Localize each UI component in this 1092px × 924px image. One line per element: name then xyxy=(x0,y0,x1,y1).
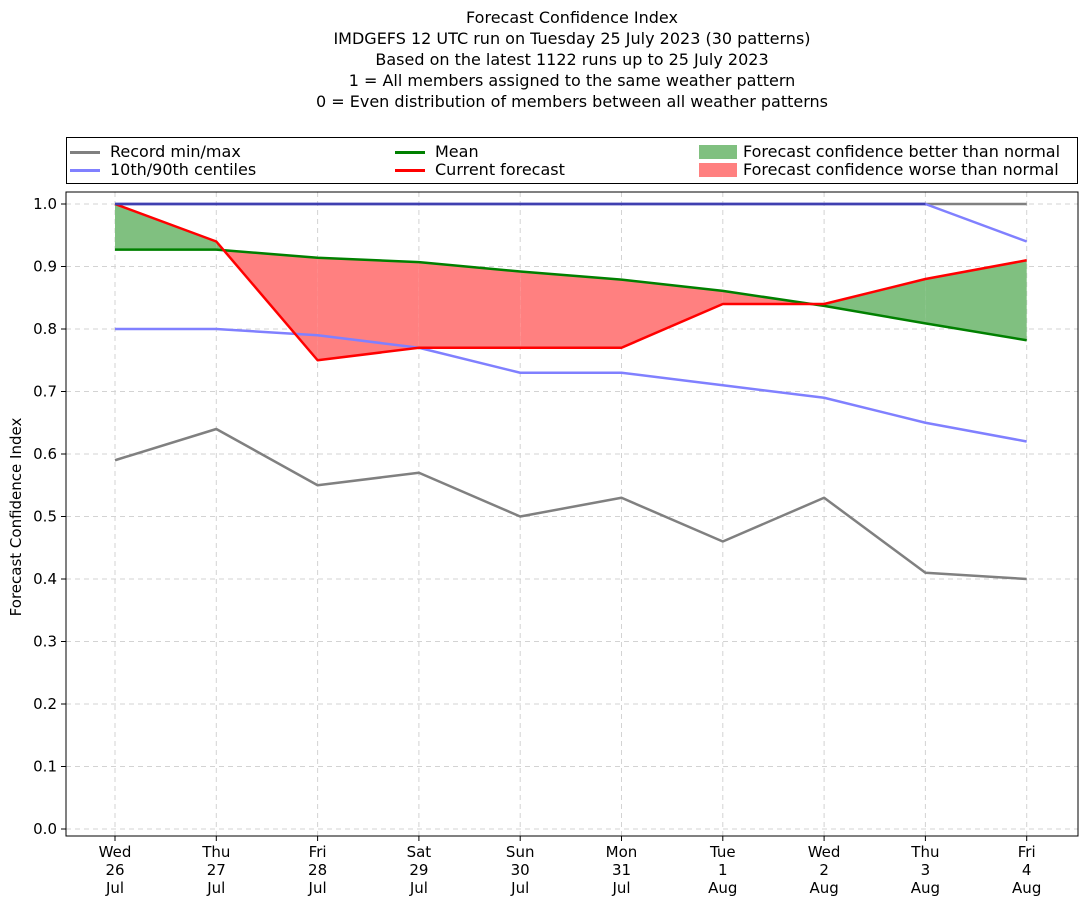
legend-swatch-mean xyxy=(395,151,425,154)
chart-subtitle: 0 = Even distribution of members between… xyxy=(315,92,829,111)
legend-swatch-worse xyxy=(699,163,737,177)
fill-better-than-normal xyxy=(824,279,926,324)
legend-label-worse: Forecast confidence worse than normal xyxy=(743,160,1059,179)
y-tick-label: 1.0 xyxy=(33,195,57,213)
series-line-centile-10 xyxy=(115,327,1027,443)
x-tick-label: Sat xyxy=(407,843,432,861)
series-line-record-min xyxy=(114,427,1027,581)
x-tick-label: 1 xyxy=(718,861,728,879)
y-axis-label: Forecast Confidence Index xyxy=(7,418,25,617)
fill-worse-than-normal xyxy=(418,262,521,348)
y-tick-label: 0.5 xyxy=(33,508,57,526)
x-tick-label: Mon xyxy=(606,843,638,861)
legend-label-better: Forecast confidence better than normal xyxy=(743,142,1061,161)
fill-areas xyxy=(115,204,1027,361)
x-tick-label: 29 xyxy=(409,861,428,879)
series-line-centile-90 xyxy=(115,202,1028,243)
x-axis-ticks: Wed26JulThu27JulFri28JulSat29JulSun30Jul… xyxy=(99,836,1041,897)
legend-label-centiles: 10th/90th centiles xyxy=(110,160,257,179)
x-tick-label: 4 xyxy=(1022,861,1032,879)
x-tick-label: Aug xyxy=(809,879,838,897)
x-tick-label: Jul xyxy=(409,879,428,897)
fill-worse-than-normal xyxy=(317,257,419,361)
y-tick-label: 0.0 xyxy=(33,820,57,838)
x-tick-label: 27 xyxy=(207,861,226,879)
series-line-mean xyxy=(115,248,1027,342)
x-tick-label: Jul xyxy=(105,879,124,897)
x-tick-label: 31 xyxy=(612,861,631,879)
series-lines xyxy=(114,202,1028,581)
chart-subtitle: Based on the latest 1122 runs up to 25 J… xyxy=(375,50,769,69)
legend-swatch-centiles xyxy=(70,169,100,172)
x-tick-label: Thu xyxy=(910,843,939,861)
x-tick-label: 30 xyxy=(511,861,530,879)
x-tick-label: 28 xyxy=(308,861,327,879)
x-tick-label: Aug xyxy=(911,879,940,897)
y-tick-label: 0.2 xyxy=(33,695,57,713)
legend-label-mean: Mean xyxy=(435,142,479,161)
y-tick-label: 0.3 xyxy=(33,633,57,651)
series-line-current xyxy=(114,202,1027,362)
x-tick-label: Sun xyxy=(506,843,535,861)
x-tick-label: 26 xyxy=(105,861,124,879)
legend-label-current: Current forecast xyxy=(435,160,565,179)
chart-title: Forecast Confidence Index xyxy=(466,8,678,27)
chart-subtitle: IMDGEFS 12 UTC run on Tuesday 25 July 20… xyxy=(333,29,811,48)
legend-swatch-better xyxy=(699,145,737,159)
x-tick-label: Jul xyxy=(308,879,327,897)
x-tick-label: Thu xyxy=(201,843,230,861)
y-tick-label: 0.8 xyxy=(33,320,57,338)
x-tick-label: Jul xyxy=(206,879,225,897)
y-tick-label: 0.9 xyxy=(33,258,57,276)
fill-better-than-normal xyxy=(115,204,217,250)
y-tick-label: 0.6 xyxy=(33,445,57,463)
x-tick-label: Wed xyxy=(808,843,841,861)
legend-swatch-current xyxy=(395,169,425,172)
x-tick-label: Aug xyxy=(1012,879,1041,897)
fill-worse-than-normal xyxy=(223,250,318,361)
legend-label-record: Record min/max xyxy=(110,142,241,161)
y-tick-label: 0.4 xyxy=(33,570,57,588)
fill-worse-than-normal xyxy=(621,279,723,348)
x-tick-label: 2 xyxy=(819,861,829,879)
axes-frame xyxy=(65,191,1079,837)
y-tick-label: 0.7 xyxy=(33,383,57,401)
legend-swatch-record xyxy=(70,151,100,154)
x-tick-label: Aug xyxy=(708,879,737,897)
x-tick-label: 3 xyxy=(921,861,931,879)
legend: Record min/max 10th/90th centiles Mean C… xyxy=(66,137,1078,184)
x-tick-label: Tue xyxy=(709,843,736,861)
x-tick-label: Jul xyxy=(510,879,529,897)
fill-better-than-normal xyxy=(925,260,1027,341)
x-tick-label: Fri xyxy=(1018,843,1036,861)
x-tick-label: Wed xyxy=(99,843,132,861)
chart-subtitle: 1 = All members assigned to the same wea… xyxy=(348,71,796,90)
x-tick-label: Fri xyxy=(309,843,327,861)
y-axis-ticks: 0.0 0.1 0.2 0.3 0.4 0.5 0.6 0.7 0.8 0.9 1.0 xyxy=(33,195,66,838)
y-tick-label: 0.1 xyxy=(33,758,57,776)
x-tick-label: Jul xyxy=(611,879,630,897)
fill-worse-than-normal xyxy=(520,271,622,348)
